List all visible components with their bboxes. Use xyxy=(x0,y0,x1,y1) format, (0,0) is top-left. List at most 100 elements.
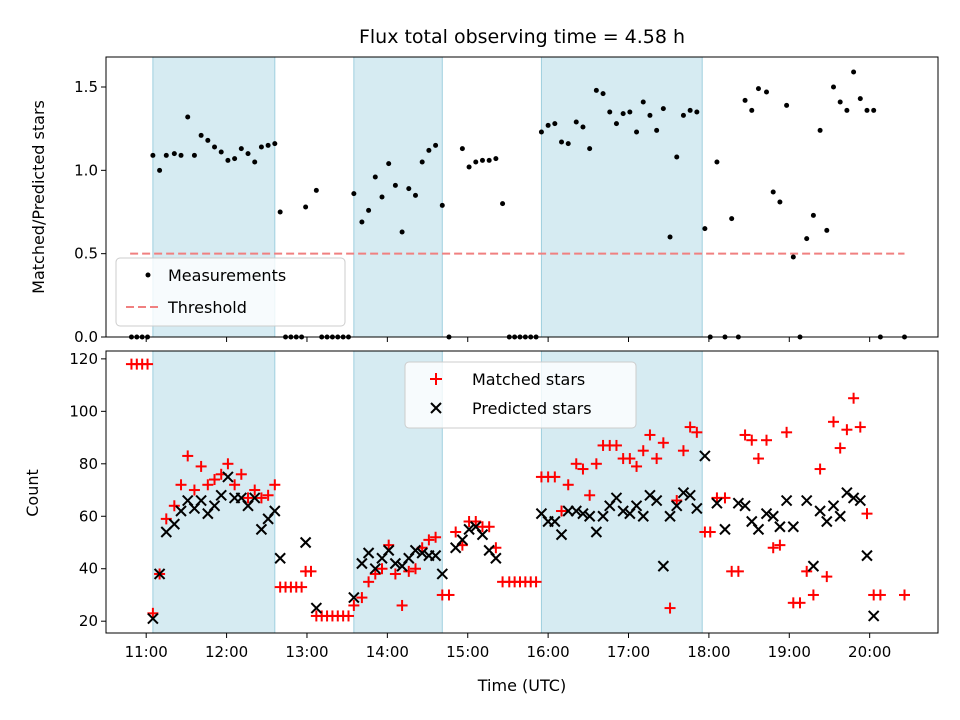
matched-star-point xyxy=(874,589,886,601)
matched-star-point xyxy=(423,534,435,546)
predicted-star-point xyxy=(153,568,166,580)
measurement-point xyxy=(479,157,485,163)
measurement-point xyxy=(593,87,599,93)
matched-star-point xyxy=(403,565,415,577)
measurement-point xyxy=(857,96,863,102)
predicted-star-point xyxy=(637,510,649,522)
matched-star-point xyxy=(383,539,395,551)
matched-star-point xyxy=(899,589,911,601)
matched-star-point xyxy=(570,458,582,470)
measurement-point xyxy=(265,142,271,148)
matched-star-point xyxy=(443,589,455,601)
predicted-star-point xyxy=(847,492,860,504)
matched-star-point xyxy=(376,563,388,575)
predicted-star-point xyxy=(299,536,312,549)
measurement-point xyxy=(232,156,238,162)
matched-star-point xyxy=(657,437,669,449)
measurement-point xyxy=(433,142,439,148)
matched-star-point xyxy=(342,610,354,622)
measurement-point xyxy=(687,107,693,113)
predicted-star-point xyxy=(800,494,813,507)
predicted-star-point xyxy=(208,500,221,512)
legend-predicted-marker xyxy=(430,402,442,414)
bottom-legend-box xyxy=(404,361,637,429)
measurement-point xyxy=(205,137,211,143)
matched-star-point xyxy=(229,479,241,491)
measurement-point xyxy=(163,152,169,158)
matched-star-point xyxy=(664,602,676,614)
measurement-point xyxy=(473,159,479,165)
measurement-point xyxy=(580,124,586,130)
matched-star-point xyxy=(590,458,602,470)
matched-star-point xyxy=(262,489,274,501)
predicted-star-point xyxy=(657,560,670,572)
x-tick-label: 14:00 xyxy=(366,643,409,661)
predicted-star-point xyxy=(630,500,643,512)
measurement-point xyxy=(198,132,204,138)
measurement-point xyxy=(613,121,619,127)
predicted-star-point xyxy=(369,563,382,575)
measurement-point xyxy=(640,99,646,105)
matched-star-point xyxy=(801,565,813,577)
matched-star-point xyxy=(142,358,154,370)
x-tick-label: 19:00 xyxy=(768,643,811,661)
matched-star-point xyxy=(671,495,683,507)
top-y-ticks: 0.0 0.5 1.0 1.5 xyxy=(74,78,106,346)
top-x-tick-marks xyxy=(145,337,871,342)
measurement-point xyxy=(245,151,251,157)
predicted-star-point xyxy=(583,510,596,522)
matched-star-point xyxy=(389,568,401,580)
x-axis-label: Time (UTC) xyxy=(477,676,566,695)
measurement-point xyxy=(412,192,418,198)
predicted-star-point xyxy=(356,557,368,570)
matched-star-point xyxy=(182,450,194,462)
predicted-star-point xyxy=(711,497,723,509)
chart-title: Flux total observing time = 4.58 h xyxy=(359,26,685,48)
y-tick-label: 20 xyxy=(79,612,98,630)
predicted-star-point xyxy=(854,494,867,507)
measurement-point xyxy=(729,216,735,222)
predicted-star-point xyxy=(664,510,676,522)
measurement-point xyxy=(359,219,365,225)
predicted-star-point xyxy=(416,547,428,559)
measurement-point xyxy=(419,159,425,165)
measurement-point xyxy=(660,106,666,112)
measurement-point xyxy=(804,236,810,242)
observing-interval-3 xyxy=(540,56,703,338)
measurement-point xyxy=(817,127,823,133)
predicted-star-point xyxy=(195,494,207,507)
measurement-point xyxy=(565,141,571,147)
matched-star-point xyxy=(739,429,751,441)
measurement-point xyxy=(790,254,796,260)
predicted-star-point xyxy=(814,505,826,517)
matched-star-point xyxy=(834,442,846,454)
predicted-star-point xyxy=(147,612,159,625)
predicted-star-point xyxy=(389,557,402,570)
matched-star-point xyxy=(202,479,214,491)
matched-star-point xyxy=(305,565,317,577)
predicted-star-point xyxy=(834,510,846,522)
measurement-point xyxy=(552,121,558,127)
x-tick-label: 20:00 xyxy=(848,643,891,661)
matched-stars-series xyxy=(125,358,911,622)
predicted-star-point xyxy=(310,602,323,614)
measurement-point xyxy=(647,112,653,118)
measurement-point xyxy=(191,152,197,158)
measurement-point xyxy=(466,164,472,170)
measurement-point xyxy=(399,229,405,235)
predicted-star-point xyxy=(570,505,582,517)
matched-star-point xyxy=(363,576,375,588)
observing-interval-1 xyxy=(152,350,276,634)
matched-star-point xyxy=(651,453,663,465)
predicted-star-point xyxy=(841,486,853,499)
measurement-point xyxy=(212,144,218,150)
measurement-point xyxy=(426,147,432,153)
top-panel: 0.0 0.5 1.0 1.5 Flux total observing time =… xyxy=(29,26,939,346)
predicted-star-point xyxy=(861,549,873,562)
predicted-star-point xyxy=(409,544,422,557)
matched-star-point xyxy=(549,471,561,483)
y-tick-label: 80 xyxy=(79,455,98,473)
predicted-star-point xyxy=(867,610,880,622)
predicted-star-point xyxy=(348,591,360,604)
